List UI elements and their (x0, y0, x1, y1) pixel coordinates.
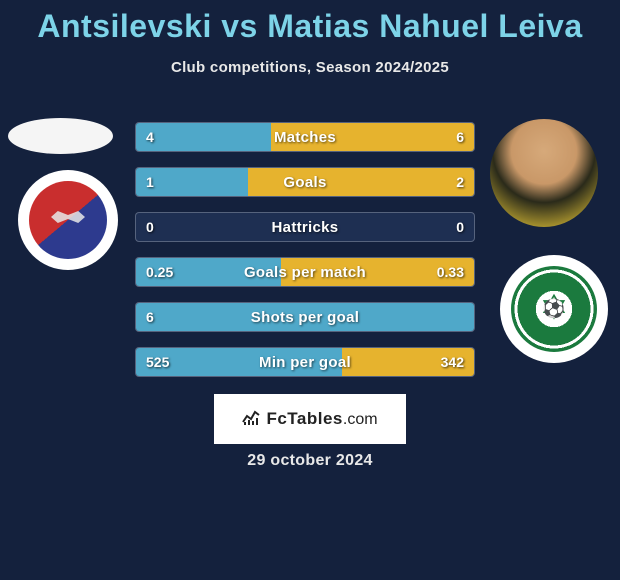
stat-row: 525342Min per goal (135, 347, 475, 377)
stat-row: 6Shots per goal (135, 302, 475, 332)
stat-row: 12Goals (135, 167, 475, 197)
stat-label: Goals per match (136, 258, 474, 286)
stat-label: Hattricks (136, 213, 474, 241)
comparison-card: Antsilevski vs Matias Nahuel Leiva Club … (0, 0, 620, 580)
club-left-badge-inner (29, 181, 107, 259)
stats-table: 46Matches 12Goals 00Hattricks 0.250.33Goals… (135, 122, 475, 392)
stat-label: Min per goal (136, 348, 474, 376)
date-label: 29 october 2024 (0, 452, 620, 470)
player-right-avatar (490, 119, 598, 227)
stat-label: Goals (136, 168, 474, 196)
stat-row: 00Hattricks (135, 212, 475, 242)
branding-link[interactable]: FcTables.com (214, 394, 406, 444)
page-title: Antsilevski vs Matias Nahuel Leiva (10, 8, 610, 45)
stat-row: 46Matches (135, 122, 475, 152)
subtitle: Club competitions, Season 2024/2025 (10, 59, 610, 76)
player-left-avatar (8, 118, 113, 154)
chart-icon (242, 408, 260, 431)
stat-label: Matches (136, 123, 474, 151)
club-right-badge-inner (511, 266, 597, 352)
branding-text: FcTables.com (266, 409, 377, 429)
stat-row: 0.250.33Goals per match (135, 257, 475, 287)
stat-label: Shots per goal (136, 303, 474, 331)
club-left-badge (18, 170, 118, 270)
club-right-badge (500, 255, 608, 363)
